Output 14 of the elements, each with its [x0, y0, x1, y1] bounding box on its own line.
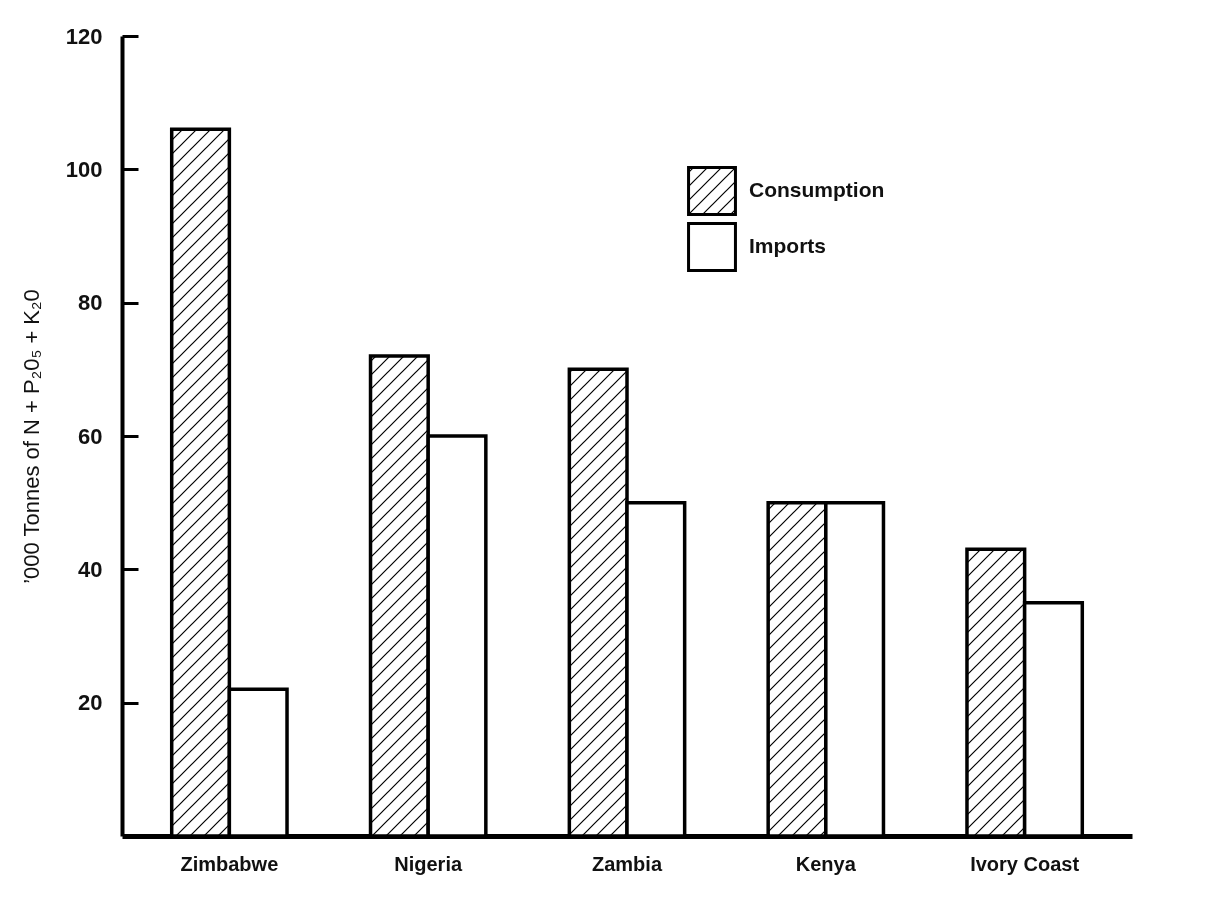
y-tick-label: 80 — [78, 290, 103, 316]
legend-label: Imports — [749, 234, 827, 257]
y-tick-label: 40 — [78, 556, 103, 582]
y-axis-title: ’000 Tonnes of N + P₂0₅ + K₂0 — [18, 289, 44, 584]
x-tick-label: Ivory Coast — [970, 852, 1080, 875]
x-tick-label: Nigeria — [394, 852, 463, 875]
y-tick-label: 20 — [78, 690, 103, 716]
x-tick-label: Kenya — [795, 852, 857, 875]
legend-label: Consumption — [749, 178, 885, 201]
x-tick-label: Zimbabwe — [180, 852, 279, 875]
y-tick-label: 60 — [78, 423, 103, 449]
y-tick-label: 100 — [65, 156, 103, 182]
x-tick-label: Zambia — [591, 852, 663, 875]
y-tick-label: 120 — [65, 23, 103, 49]
